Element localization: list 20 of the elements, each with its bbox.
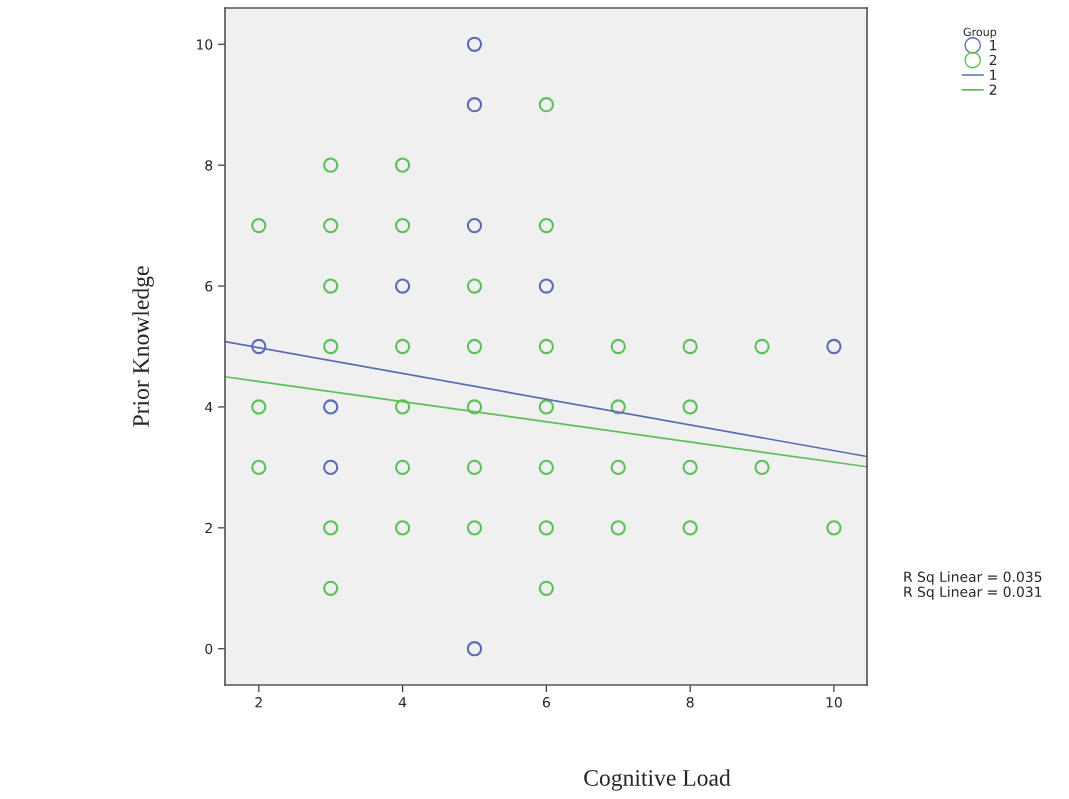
x-tick-label: 4 <box>398 697 407 708</box>
y-axis-title: Prior Knowledge <box>132 266 154 427</box>
y-tick-label: 10 <box>197 39 213 50</box>
legend-label: 1 <box>990 69 997 80</box>
x-tick-label: 10 <box>826 697 842 708</box>
x-tick-label: 2 <box>255 697 262 708</box>
text: R Sq Linear = 0.035 <box>904 571 1042 585</box>
y-tick-label: 4 <box>205 402 213 413</box>
x-tick-label: 6 <box>542 697 550 708</box>
legend-label: 2 <box>989 54 997 66</box>
legend-label: 2 <box>989 84 997 95</box>
x-axis-title: Cognitive Load <box>584 769 731 791</box>
legend-label: 1 <box>990 40 997 51</box>
text: R Sq Linear = 0.031 <box>904 586 1042 600</box>
y-tick-label: 0 <box>205 643 213 655</box>
y-tick-label: 2 <box>205 522 212 534</box>
legend-title: Group <box>963 27 997 39</box>
x-tick-label: 8 <box>686 697 694 708</box>
y-tick-label: 8 <box>205 160 213 171</box>
y-tick-label: 6 <box>205 281 213 292</box>
